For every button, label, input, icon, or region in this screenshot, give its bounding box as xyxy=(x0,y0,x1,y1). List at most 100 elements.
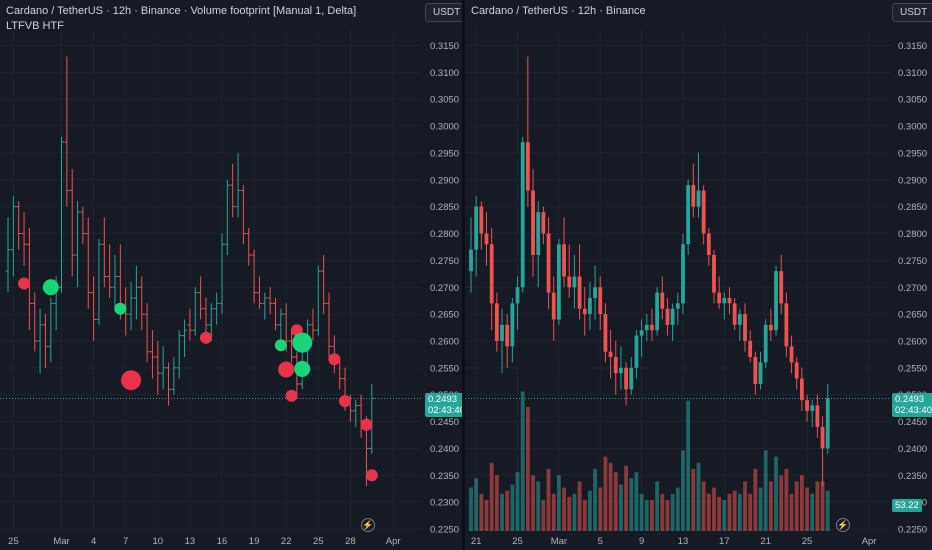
y-tick-label: 0.2750 xyxy=(430,256,459,267)
x-tick-label: 28 xyxy=(345,536,356,547)
candle-body xyxy=(650,324,654,331)
candle-body xyxy=(706,233,711,256)
y-tick-label: 0.2950 xyxy=(898,148,927,159)
candle-body xyxy=(779,271,784,304)
candle-body xyxy=(588,297,592,315)
candle-body xyxy=(562,244,566,277)
volume-bar xyxy=(505,490,510,531)
y-tick-label: 0.2650 xyxy=(430,310,459,321)
delta-bubble xyxy=(328,353,341,366)
candle-body xyxy=(556,244,561,320)
y-tick-label: 0.2800 xyxy=(898,229,927,240)
candle-body xyxy=(608,351,613,358)
candle-body xyxy=(758,362,763,384)
volume-bar xyxy=(644,500,649,531)
right-currency-button[interactable]: USDT xyxy=(892,3,932,22)
volume-bar xyxy=(593,469,597,531)
y-tick-label: 0.2900 xyxy=(430,175,459,186)
volume-bar xyxy=(768,481,773,531)
delta-bubble xyxy=(274,339,287,352)
candle-body xyxy=(536,212,541,256)
candle-body xyxy=(763,324,768,363)
y-tick-label: 0.2550 xyxy=(430,363,459,374)
y-tick-label: 0.3050 xyxy=(430,95,459,106)
right-chart-pane[interactable]: 0.3150 0.3100 0.3050 0.3000 0.2950 0.2900 0.28… xyxy=(465,0,932,550)
y-tick-label: 0.2400 xyxy=(430,444,459,455)
candle-body xyxy=(815,405,820,427)
candle-body xyxy=(660,292,665,309)
volume-bar xyxy=(551,493,556,531)
candle-body xyxy=(675,303,680,309)
candle-body xyxy=(593,287,597,298)
x-tick-label: 25 xyxy=(802,536,813,547)
right-chart-title: Cardano / TetherUS · 12h · Binance xyxy=(471,5,646,17)
volume-bar xyxy=(484,500,489,531)
volume-bar xyxy=(712,487,716,531)
left-last-price: 0.2493 xyxy=(428,394,458,405)
y-tick-label: 0.2450 xyxy=(430,417,459,428)
y-tick-label: 0.2650 xyxy=(898,310,927,321)
candle-body xyxy=(634,335,639,368)
candle-body xyxy=(768,324,773,331)
y-tick-label: 0.2700 xyxy=(430,283,459,294)
right-chart-canvas[interactable]: 0.3150 0.3100 0.3050 0.3000 0.2950 0.2900 0.28… xyxy=(465,0,932,550)
lightning-icon[interactable]: ⚡ xyxy=(361,518,375,532)
candle-body xyxy=(737,314,742,325)
left-chart-pane[interactable]: 0.3150 0.3100 0.3050 0.3000 0.2950 0.2900 0.28… xyxy=(0,0,469,550)
candle-body xyxy=(531,190,535,256)
volume-bar xyxy=(686,400,691,531)
candle-body xyxy=(603,314,608,352)
candle-body xyxy=(546,233,551,293)
x-tick-label: 13 xyxy=(678,536,689,547)
volume-bar xyxy=(732,490,737,531)
x-tick-label: 25 xyxy=(313,536,324,547)
x-tick-label: 21 xyxy=(471,536,482,547)
left-chart-canvas[interactable]: 0.3150 0.3100 0.3050 0.3000 0.2950 0.2900 0.28… xyxy=(0,0,462,550)
volume-bar xyxy=(727,493,732,531)
volume-bar xyxy=(660,493,665,531)
candle-body xyxy=(582,308,587,315)
volume-bar xyxy=(639,493,644,531)
candle-body xyxy=(484,233,489,245)
volume-bar xyxy=(774,456,778,531)
candle-body xyxy=(510,303,515,347)
volume-bar xyxy=(805,487,809,531)
candle-body xyxy=(701,190,706,234)
y-tick-label: 0.3100 xyxy=(898,68,927,79)
candle-body xyxy=(551,292,556,320)
volume-bar xyxy=(531,475,535,531)
delta-bubble xyxy=(360,418,373,431)
candle-body xyxy=(820,426,825,449)
candle-body xyxy=(567,276,572,288)
candle-body xyxy=(479,206,484,234)
y-tick-label: 0.2700 xyxy=(898,283,927,294)
volume-bar xyxy=(629,478,634,531)
candle-body xyxy=(681,244,685,304)
y-tick-label: 0.2950 xyxy=(430,148,459,159)
volume-bar xyxy=(665,500,670,531)
y-tick-label: 0.2350 xyxy=(898,471,927,482)
x-tick-label: 21 xyxy=(760,536,771,547)
candle-body xyxy=(655,292,660,331)
delta-bubble xyxy=(114,302,127,315)
candle-body xyxy=(665,308,670,325)
volume-bar xyxy=(722,500,727,531)
x-tick-label: 4 xyxy=(91,536,96,547)
volume-bar xyxy=(763,450,768,531)
candle-body xyxy=(691,185,696,207)
y-tick-label: 0.2450 xyxy=(898,417,927,428)
volume-bar xyxy=(489,462,494,531)
y-tick-label: 0.2250 xyxy=(430,525,459,536)
volume-bar xyxy=(567,496,572,531)
lightning-icon[interactable]: ⚡ xyxy=(836,518,850,532)
candle-body xyxy=(686,185,691,245)
candle-body xyxy=(474,206,479,250)
volume-bar xyxy=(706,493,711,531)
candle-body xyxy=(624,367,628,390)
volume-bar xyxy=(799,475,804,531)
y-tick-label: 0.2850 xyxy=(898,202,927,213)
pane-divider[interactable] xyxy=(462,0,465,550)
y-tick-label: 0.3050 xyxy=(898,95,927,106)
volume-bar xyxy=(634,472,639,531)
x-tick-label: 22 xyxy=(281,536,292,547)
